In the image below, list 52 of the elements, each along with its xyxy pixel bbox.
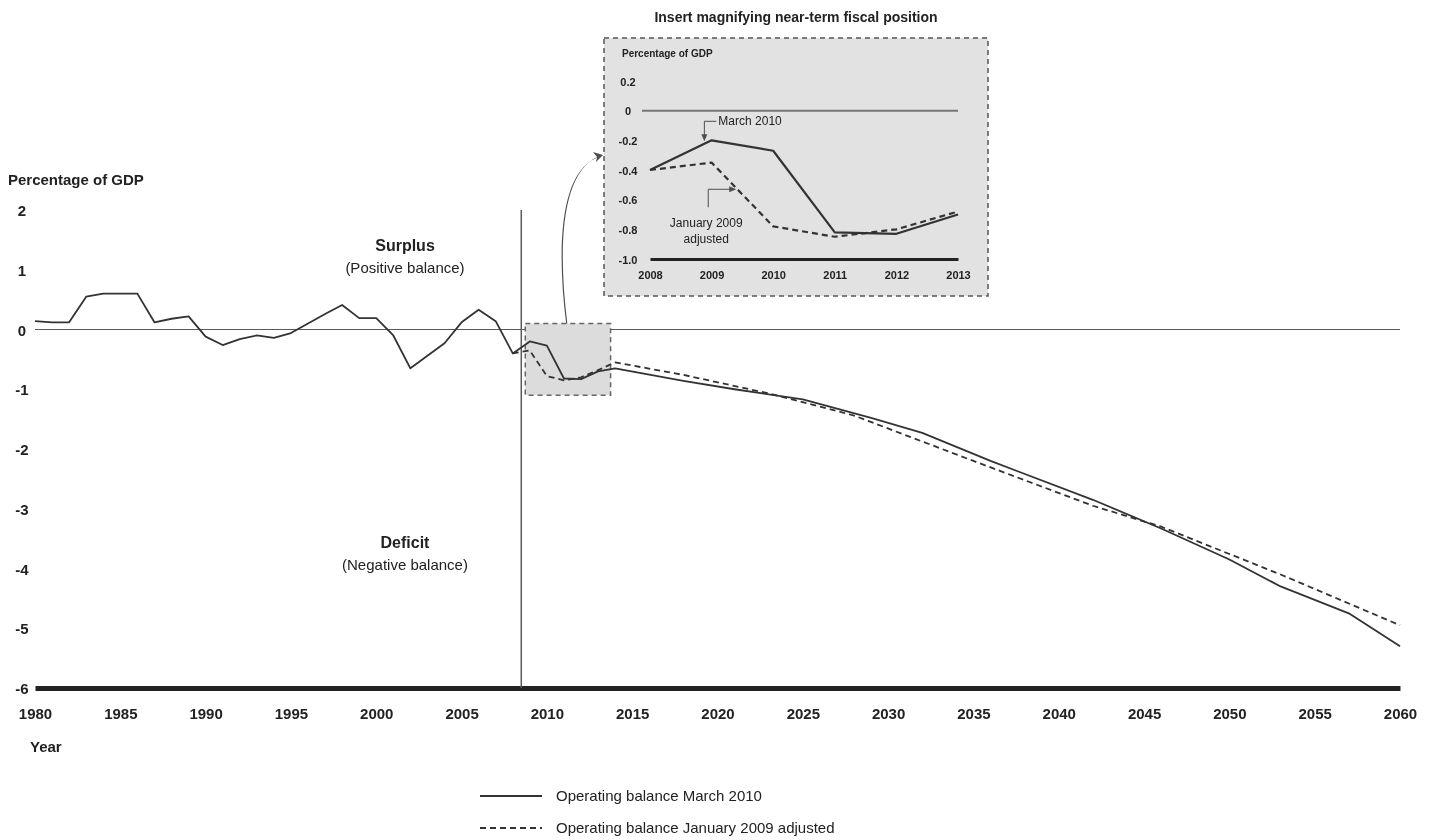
- x-tick-label: 2025: [786, 704, 820, 722]
- y-tick-label: -0.6: [618, 194, 638, 207]
- y-tick-label: -2: [15, 441, 29, 458]
- y-axis-title: Percentage of GDP: [622, 48, 713, 59]
- x-tick-label: 2008: [638, 268, 663, 281]
- x-tick-label: 2010: [530, 704, 565, 722]
- y-tick-label: -4: [15, 560, 30, 578]
- x-tick-label: 1985: [104, 704, 138, 722]
- x-tick-label: 2055: [1298, 704, 1332, 722]
- y-tick-label: -1: [15, 381, 29, 399]
- x-tick-label: 2030: [871, 704, 906, 722]
- x-tick-label: 2035: [957, 704, 991, 722]
- chart-title: Insert magnifying near-term fiscal position: [654, 9, 938, 25]
- y-tick-label: 0: [624, 105, 632, 118]
- annotation: (Negative balance): [342, 556, 468, 573]
- x-tick-label: 2013: [946, 268, 971, 281]
- x-axis-title: Year: [30, 738, 62, 755]
- x-tick-label: 1990: [189, 704, 223, 722]
- annotation: (Positive balance): [345, 259, 465, 276]
- y-tick-label: -1.0: [618, 253, 638, 266]
- x-tick-label: 2012: [884, 268, 910, 281]
- x-tick-label: 2011: [823, 268, 848, 281]
- annotation: Surplus: [375, 237, 435, 254]
- y-tick-label: 1: [17, 261, 27, 279]
- x-tick-label: 2040: [1042, 704, 1076, 722]
- y-tick-label: 0: [17, 321, 27, 339]
- legend-label: Operating balance January 2009 adjusted: [556, 819, 835, 836]
- x-tick-label: 2060: [1383, 704, 1418, 722]
- x-tick-label: 2045: [1127, 704, 1162, 722]
- x-tick-label: 2010: [761, 268, 786, 281]
- annotation: March 2010: [718, 114, 783, 129]
- x-tick-label: 2050: [1213, 704, 1247, 722]
- y-tick-label: -0.8: [618, 223, 638, 236]
- y-tick-label: 2: [17, 202, 27, 219]
- x-tick-label: 2005: [445, 704, 479, 722]
- x-tick-label: 2015: [616, 704, 650, 722]
- x-tick-label: 2009: [699, 268, 725, 281]
- x-tick-label: 1995: [274, 704, 309, 722]
- line-series: [34, 292, 1401, 648]
- annotation: January 2009 adjusted: [669, 216, 743, 247]
- x-tick-label: 1980: [18, 704, 53, 722]
- y-tick-label: -5: [15, 620, 29, 638]
- legend-label: Operating balance March 2010: [556, 787, 762, 804]
- x-tick-label: 2020: [701, 704, 735, 722]
- y-axis-title: Percentage of GDP: [8, 171, 144, 188]
- y-tick-label: -3: [15, 500, 29, 518]
- y-tick-label: -0.2: [618, 134, 638, 147]
- y-tick-label: 0.2: [620, 75, 636, 88]
- y-tick-label: -6: [15, 680, 29, 697]
- annotation: Deficit: [380, 534, 431, 551]
- x-tick-label: 2000: [360, 704, 394, 722]
- y-tick-label: -0.4: [618, 164, 639, 177]
